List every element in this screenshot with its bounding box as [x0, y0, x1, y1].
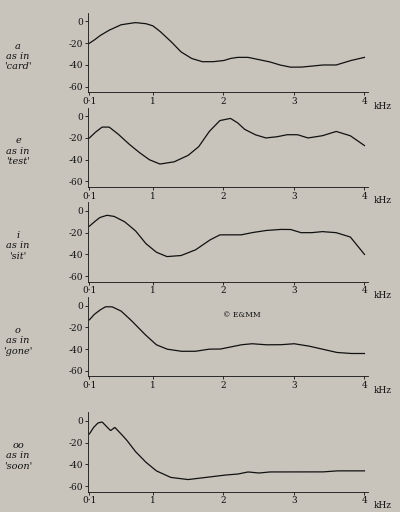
- Text: oo
as in
'soon': oo as in 'soon': [4, 441, 32, 471]
- Text: a
as in
'card': a as in 'card': [4, 41, 32, 71]
- Text: i
as in
'sit': i as in 'sit': [6, 231, 30, 261]
- Text: kHz: kHz: [374, 102, 392, 111]
- Text: kHz: kHz: [374, 291, 392, 300]
- Text: e
as in
'test': e as in 'test': [6, 136, 30, 166]
- Text: © E&MM: © E&MM: [223, 311, 261, 319]
- Text: kHz: kHz: [374, 386, 392, 395]
- Text: kHz: kHz: [374, 197, 392, 205]
- Text: kHz: kHz: [374, 501, 392, 510]
- Text: o
as in
'gone': o as in 'gone': [3, 326, 33, 355]
